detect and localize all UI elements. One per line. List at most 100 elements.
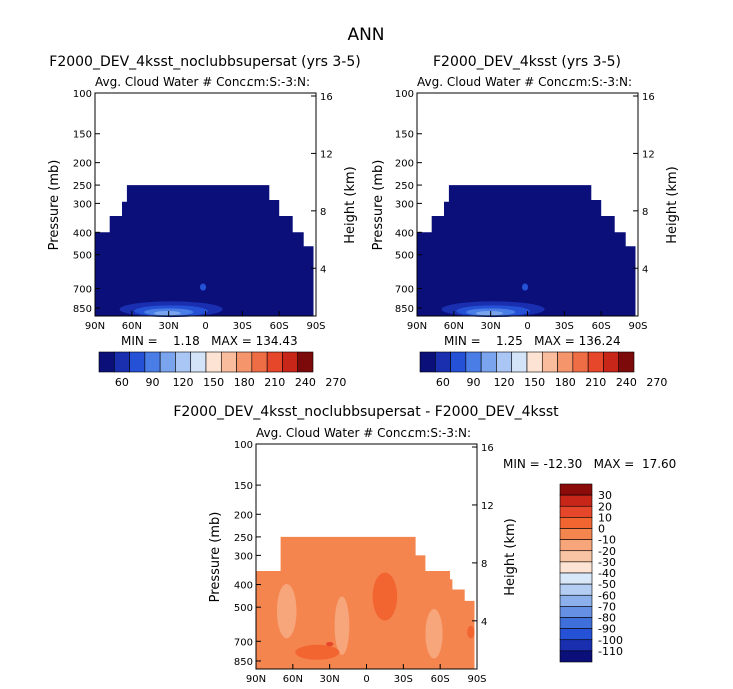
y-tick-label: 100 bbox=[395, 89, 414, 100]
y-tick-label: 850 bbox=[234, 657, 253, 668]
panel-2-title: F2000_DEV_4ksst (yrs 3-5) bbox=[433, 54, 621, 70]
x-tick-label: 0 bbox=[363, 674, 369, 685]
y-tick-label: 850 bbox=[395, 304, 414, 315]
field-contour bbox=[334, 596, 350, 655]
x-tick-label: 90N bbox=[85, 321, 105, 332]
panel-1-stats: MIN = 1.18 MAX = 134.43 bbox=[121, 334, 298, 348]
colorbar-swatch bbox=[559, 572, 593, 585]
figure-title: ANN bbox=[347, 25, 384, 45]
y-tick-label: 300 bbox=[395, 199, 414, 210]
y-tick-label: 150 bbox=[73, 130, 92, 141]
y-tick-label: 250 bbox=[73, 181, 92, 192]
y-tick-label: 250 bbox=[395, 181, 414, 192]
colorbar-swatch bbox=[419, 351, 436, 373]
colorbar-label: -70 bbox=[598, 600, 616, 613]
field-contour bbox=[295, 644, 340, 660]
x-tick-label: 30S bbox=[233, 321, 252, 332]
panel-3-title: F2000_DEV_4ksst_noclubbsupersat - F2000_… bbox=[173, 404, 559, 420]
panel-3-colorbar: 3020100-10-20-30-40-50-60-70-80-90-100-1… bbox=[559, 483, 623, 663]
y-tick-label: 150 bbox=[395, 130, 414, 141]
panel-1: F2000_DEV_4ksst_noclubbsupersat (yrs 3-5… bbox=[47, 54, 361, 389]
x-tick-label: 60S bbox=[592, 321, 611, 332]
colorbar-label: 30 bbox=[598, 489, 612, 502]
colorbar-swatch bbox=[297, 351, 314, 373]
panel-2: F2000_DEV_4ksst (yrs 3-5) Avg. Cloud Wat… bbox=[371, 54, 680, 389]
panel-3: F2000_DEV_4ksst_noclubbsupersat - F2000_… bbox=[173, 404, 676, 685]
y-tick-label: 100 bbox=[234, 440, 253, 451]
x-tick-label: 0 bbox=[524, 321, 530, 332]
x-tick-label: 30N bbox=[159, 321, 179, 332]
colorbar-swatch bbox=[190, 351, 207, 373]
field-contour bbox=[425, 608, 443, 659]
y-tick-label: 300 bbox=[234, 551, 253, 562]
x-tick-label: 30S bbox=[394, 674, 413, 685]
panel-3-field bbox=[256, 536, 475, 669]
y-tick-label: 150 bbox=[234, 481, 253, 492]
panel-2-units: cm:S:-3:N: bbox=[569, 75, 632, 89]
colorbar-label: 150 bbox=[203, 376, 224, 389]
field-contour bbox=[521, 283, 529, 291]
colorbar-label: 90 bbox=[467, 376, 481, 389]
y-right-tick-label: 4 bbox=[481, 617, 487, 628]
field-contour bbox=[153, 311, 181, 316]
colorbar-label: -40 bbox=[598, 567, 616, 580]
colorbar-swatch bbox=[205, 351, 222, 373]
y-right-tick-label: 12 bbox=[481, 501, 494, 512]
panel-2-colorbar: 60 90 120 150 180 210 240 270 bbox=[419, 351, 667, 389]
x-tick-label: 60N bbox=[283, 674, 303, 685]
panel-2-subtitle: Avg. Cloud Water # Conc. bbox=[417, 75, 572, 89]
field-contour bbox=[325, 642, 334, 647]
colorbar-swatch bbox=[220, 351, 237, 373]
colorbar-label: 120 bbox=[494, 376, 515, 389]
colorbar-label: -10 bbox=[598, 534, 616, 547]
panel-1-subtitle: Avg. Cloud Water # Conc. bbox=[95, 75, 250, 89]
y-right-tick-label: 8 bbox=[642, 207, 648, 218]
panel-1-ylabel-right: Height (km) bbox=[343, 166, 358, 243]
x-tick-label: 90N bbox=[407, 321, 427, 332]
x-tick-label: 0 bbox=[202, 321, 208, 332]
colorbar-swatch bbox=[618, 351, 635, 373]
panel-3-ylabel-right: Height (km) bbox=[503, 518, 518, 595]
colorbar-swatch bbox=[559, 650, 593, 663]
colorbar-swatch bbox=[559, 606, 593, 618]
colorbar-swatch bbox=[450, 351, 467, 373]
x-tick-label: 30N bbox=[481, 321, 501, 332]
panel-1-units: cm:S:-3:N: bbox=[247, 75, 310, 89]
y-tick-label: 200 bbox=[234, 510, 253, 521]
colorbar-label: -90 bbox=[598, 623, 616, 636]
panel-1-field bbox=[95, 185, 314, 318]
colorbar-label: 240 bbox=[616, 376, 637, 389]
colorbar-label: -50 bbox=[598, 578, 616, 591]
y-tick-label: 200 bbox=[73, 159, 92, 170]
colorbar-swatch bbox=[266, 351, 283, 373]
colorbar-swatch bbox=[559, 561, 593, 574]
y-right-tick-label: 4 bbox=[642, 264, 648, 275]
panel-3-subtitle: Avg. Cloud Water # Conc. bbox=[256, 426, 411, 440]
y-tick-label: 400 bbox=[73, 228, 92, 239]
colorbar-label: 0 bbox=[598, 523, 605, 536]
colorbar-label: -100 bbox=[598, 634, 623, 647]
colorbar-swatch bbox=[480, 351, 497, 373]
x-tick-label: 60S bbox=[270, 321, 289, 332]
colorbar-swatch bbox=[559, 517, 593, 529]
colorbar-swatch bbox=[511, 351, 528, 373]
colorbar-swatch bbox=[572, 351, 589, 373]
field-contour bbox=[475, 311, 503, 316]
field-region bbox=[256, 536, 475, 669]
panel-1-axes: 90N 60N 30N 0 30S 60S 90S 100 150 200 250 300 400 500… bbox=[73, 89, 333, 332]
colorbar-label: 120 bbox=[173, 376, 194, 389]
colorbar-swatch bbox=[251, 351, 268, 373]
field-contour bbox=[372, 572, 398, 621]
colorbar-label: -30 bbox=[598, 556, 616, 569]
y-right-tick-label: 4 bbox=[320, 264, 326, 275]
colorbar-label: 150 bbox=[524, 376, 545, 389]
panel-2-stats: MIN = 1.25 MAX = 136.24 bbox=[444, 334, 621, 348]
colorbar-label: 180 bbox=[555, 376, 576, 389]
panel-3-ylabel: Pressure (mb) bbox=[208, 512, 223, 603]
y-tick-label: 850 bbox=[73, 304, 92, 315]
colorbar-label: 270 bbox=[646, 376, 667, 389]
x-tick-label: 30N bbox=[320, 674, 340, 685]
colorbar-swatch bbox=[603, 351, 620, 373]
panel-1-colorbar: 60 90 120 150 180 210 240 270 bbox=[98, 351, 346, 389]
colorbar-label: 180 bbox=[234, 376, 255, 389]
